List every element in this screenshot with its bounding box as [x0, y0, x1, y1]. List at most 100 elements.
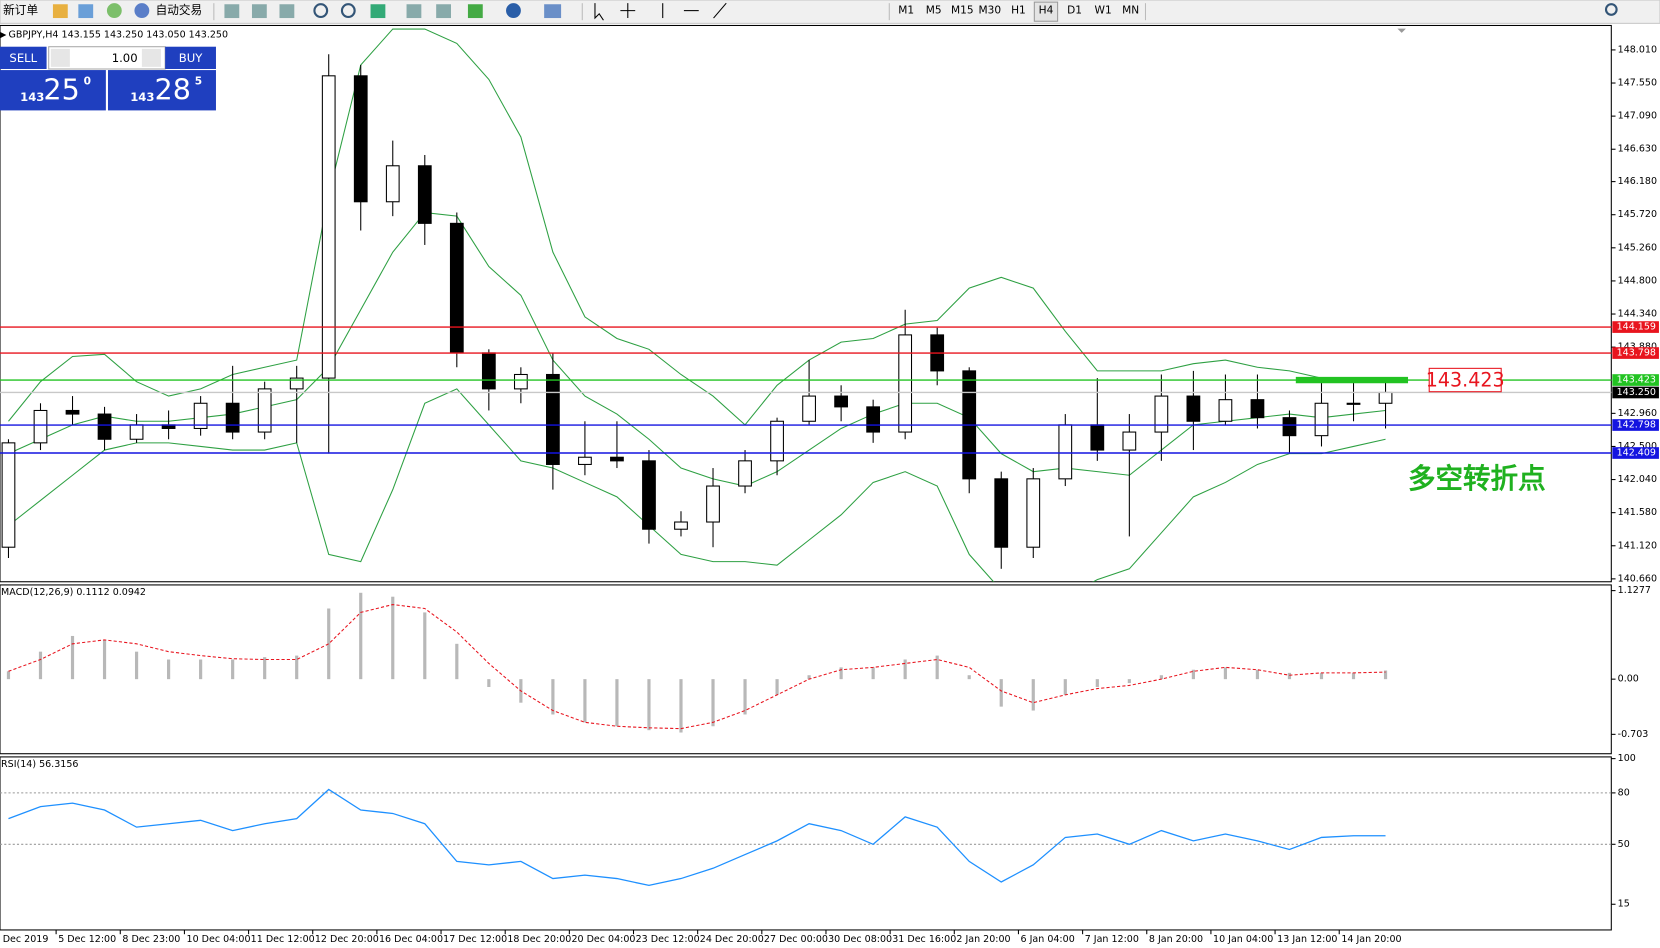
y-tick-label: 147.550	[1618, 78, 1657, 89]
y-tick-label: 141.120	[1618, 540, 1657, 551]
macd-bar	[1127, 679, 1131, 684]
sell-button[interactable]	[0, 46, 47, 70]
candle-body	[834, 395, 848, 408]
y-tick-label: 15	[1618, 899, 1630, 910]
lot-down[interactable]	[50, 48, 70, 67]
icon[interactable]	[406, 4, 422, 19]
candle-body	[1314, 402, 1329, 437]
level-label: 143.423	[1617, 375, 1656, 386]
icon[interactable]	[106, 3, 122, 19]
y-tick-label: 146.630	[1618, 144, 1657, 155]
macd-bar	[679, 679, 683, 733]
timeframe-button[interactable]: H1	[1011, 5, 1026, 17]
macd-bar	[327, 608, 331, 680]
candle-body	[1218, 399, 1233, 422]
cursor-tool[interactable]	[594, 3, 604, 21]
icon[interactable]	[52, 4, 68, 19]
bid-box[interactable]	[0, 70, 106, 111]
y-tick-label: 143.880	[1618, 342, 1657, 353]
rsi-pane	[0, 756, 1612, 931]
candle-body	[898, 334, 913, 433]
icon[interactable]	[224, 4, 240, 19]
macd-bar	[711, 679, 715, 727]
candle-body	[802, 395, 816, 422]
macd-bar	[455, 643, 459, 680]
icon[interactable]	[279, 4, 295, 19]
timeframe-button[interactable]: M1	[898, 5, 914, 17]
timeframe-button[interactable]: M15	[951, 5, 974, 17]
auto-trading-icon[interactable]	[134, 3, 150, 19]
level-label-bg	[1612, 386, 1659, 399]
candle-body	[674, 521, 688, 530]
macd-bar	[1287, 672, 1292, 680]
y-tick-label: 148.010	[1618, 44, 1657, 55]
candle-body	[866, 406, 881, 433]
bid-pips: 25	[43, 72, 79, 106]
timeframe-button[interactable]: D1	[1067, 5, 1082, 17]
y-tick-label: 144.340	[1618, 309, 1657, 320]
level-label: 142.409	[1617, 447, 1656, 458]
macd-bar	[903, 659, 907, 680]
macd-bar	[1351, 672, 1356, 680]
candle-body	[770, 420, 784, 462]
active-timeframe	[1033, 1, 1059, 22]
y-tick-label: -0.703	[1618, 729, 1649, 740]
rsi-header: RSI(14) 56.3156	[1, 759, 78, 770]
icon[interactable]	[370, 4, 386, 19]
timeframe-button[interactable]: H4	[1039, 5, 1054, 17]
candle-body	[417, 165, 432, 224]
symbol-marker	[0, 31, 7, 39]
timeframe-button[interactable]: MN	[1122, 5, 1139, 17]
macd-bar	[551, 679, 555, 715]
x-tick-label: 11 Dec 12:00	[251, 934, 315, 945]
x-tick-label: 13 Jan 12:00	[1277, 934, 1337, 945]
x-tick-label: 12 Dec 20:00	[315, 934, 379, 945]
macd-bar	[1159, 675, 1163, 680]
level-label-bg	[1612, 447, 1659, 459]
candle-body	[449, 222, 464, 354]
macd-bar	[1319, 672, 1324, 680]
new-order-button[interactable]: 新订单	[3, 3, 38, 17]
timeframe-button[interactable]: W1	[1095, 5, 1112, 17]
x-tick-label: 18 Dec 20:00	[507, 934, 571, 945]
candle-body	[257, 388, 272, 433]
candle-body	[97, 413, 112, 440]
trend-tool[interactable]	[713, 2, 727, 19]
auto-trading-button[interactable]: 自动交易	[156, 3, 203, 17]
macd-bar	[167, 659, 171, 680]
icon[interactable]	[436, 4, 451, 19]
timeframe-button[interactable]: M30	[979, 5, 1002, 17]
macd-bar	[807, 675, 811, 680]
macd-bar	[1383, 670, 1388, 680]
icon[interactable]	[251, 4, 267, 19]
macd-bar	[615, 679, 619, 727]
timeframe-button[interactable]: M5	[926, 5, 942, 17]
lot-up[interactable]	[141, 48, 161, 67]
level-label-bg	[1612, 374, 1659, 386]
buy-button[interactable]	[165, 46, 216, 70]
icon[interactable]	[78, 4, 94, 19]
y-tick-label: 0.00	[1618, 674, 1639, 685]
macd-bar	[423, 612, 427, 680]
candle-body	[994, 478, 1009, 548]
bollinger-upper	[8, 28, 1386, 426]
x-tick-label: 23 Dec 12:00	[636, 934, 700, 945]
y-tick-label: 142.040	[1618, 474, 1657, 485]
macd-header: MACD(12,26,9) 0.1112 0.0942	[1, 587, 146, 598]
icon[interactable]	[544, 4, 562, 19]
ask-box[interactable]	[107, 70, 216, 111]
macd-bar	[647, 679, 651, 731]
macd-bar	[999, 679, 1003, 707]
zoom-in[interactable]	[313, 3, 329, 19]
crosshair-tool[interactable]	[620, 3, 636, 19]
y-tick-label: 100	[1618, 753, 1636, 764]
zoom-out[interactable]	[340, 3, 356, 19]
macd-bar	[871, 667, 875, 680]
chart-area: GBPJPY,H4 143.155 143.250 143.050 143.25…	[0, 24, 1659, 945]
icon[interactable]	[506, 3, 521, 19]
macd-signal	[8, 604, 1386, 730]
candle-body	[193, 402, 208, 429]
icon[interactable]	[467, 4, 483, 19]
search[interactable]	[1604, 3, 1618, 16]
macd-bar	[935, 655, 939, 680]
